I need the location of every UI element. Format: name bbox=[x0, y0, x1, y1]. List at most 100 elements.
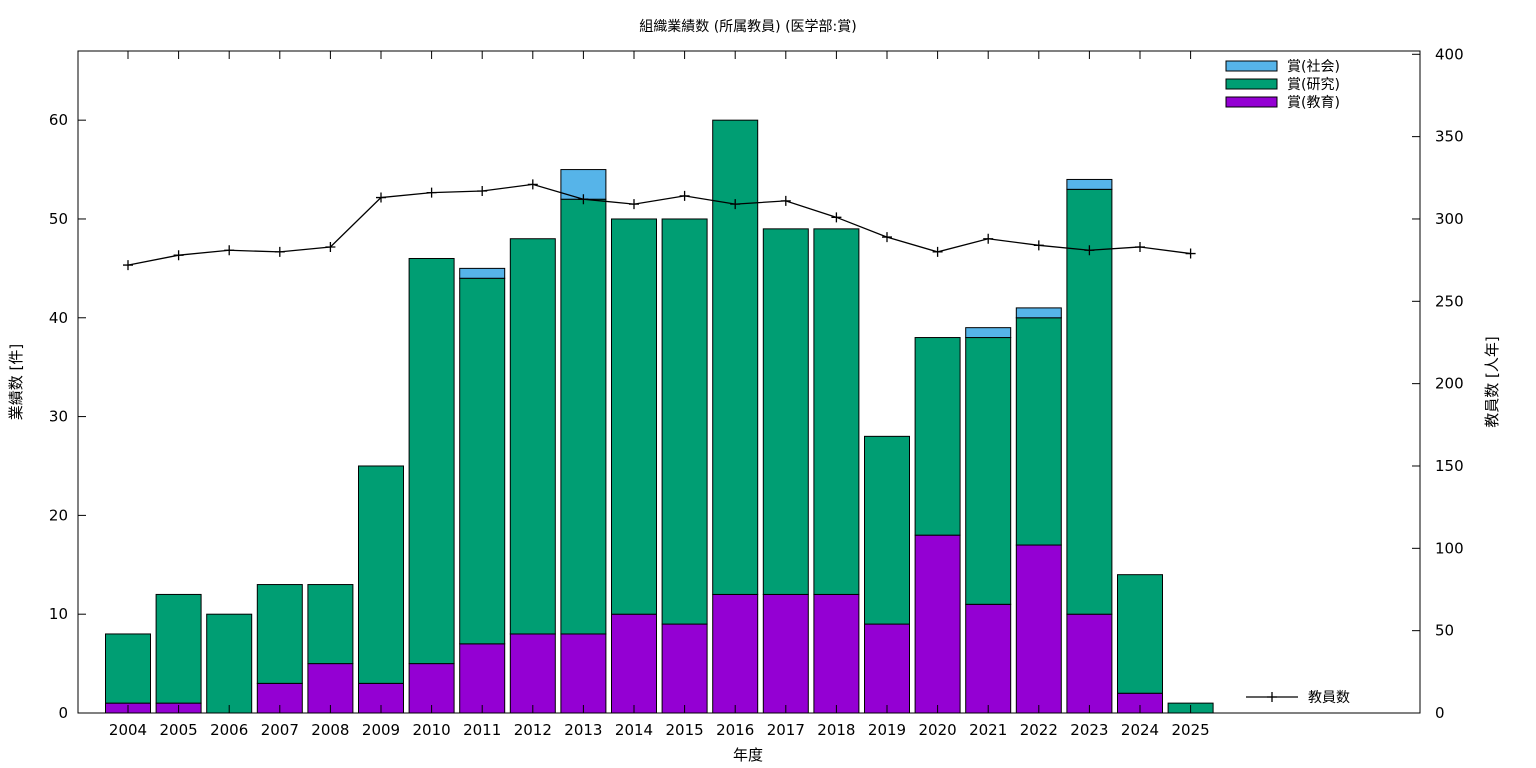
line-series bbox=[127, 183, 1191, 266]
bar-segment bbox=[965, 603, 1012, 714]
line-point-marker bbox=[527, 179, 538, 190]
x-tick-label: 2013 bbox=[564, 721, 602, 739]
bar-segment bbox=[560, 198, 607, 635]
line-point-marker bbox=[831, 212, 842, 223]
line-point-marker bbox=[1185, 248, 1196, 259]
x-tick-label: 2004 bbox=[109, 721, 147, 739]
y-tick-label: 40 bbox=[49, 309, 68, 327]
y2-tick-label: 150 bbox=[1435, 457, 1464, 475]
legend-label: 賞(研究) bbox=[1287, 77, 1340, 93]
legend-swatch bbox=[1225, 78, 1278, 90]
y2-tick-label: 50 bbox=[1435, 622, 1454, 640]
y-tick-label: 10 bbox=[49, 605, 68, 623]
bar-segment bbox=[1066, 613, 1113, 714]
bar-segment bbox=[712, 593, 759, 714]
line-point-marker bbox=[629, 199, 639, 210]
bars-group bbox=[105, 119, 1214, 714]
legend: 賞(社会) 賞(研究) 賞(教育) 教員数 bbox=[1225, 59, 1350, 706]
x-tick-label: 2020 bbox=[919, 721, 957, 739]
line-point-marker bbox=[1084, 245, 1095, 256]
line-group bbox=[123, 179, 1196, 271]
bar-segment bbox=[914, 337, 961, 536]
axis-ticks: 0 10 20 30 40 50 60 0 50 100 150 200 250 300 350 400 200… bbox=[49, 45, 1464, 739]
bar-segment bbox=[358, 465, 404, 684]
legend-label: 賞(社会) bbox=[1287, 59, 1340, 75]
bar-segment bbox=[1015, 544, 1062, 714]
bar-segment bbox=[155, 593, 202, 704]
y2-tick-label: 350 bbox=[1435, 128, 1464, 146]
bar-segment bbox=[408, 257, 455, 665]
x-tick-label: 2015 bbox=[666, 721, 704, 739]
x-axis-label: 年度 bbox=[733, 746, 763, 764]
bar-segment bbox=[307, 584, 354, 665]
line-point-marker bbox=[325, 241, 336, 252]
x-tick-label: 2009 bbox=[362, 721, 400, 739]
bar-segment bbox=[661, 623, 708, 714]
line-point-marker bbox=[274, 246, 285, 257]
x-tick-label: 2007 bbox=[261, 721, 299, 739]
chart-title: 組織業績数 (所属教員) (医学部:賞) bbox=[639, 19, 856, 35]
x-tick-label: 2022 bbox=[1020, 721, 1058, 739]
y2-tick-label: 250 bbox=[1435, 292, 1464, 310]
y2-tick-label: 0 bbox=[1435, 704, 1445, 722]
bar-segment bbox=[611, 613, 657, 714]
x-tick-label: 2014 bbox=[615, 721, 653, 739]
line-point-marker bbox=[882, 232, 892, 243]
line-point-marker bbox=[1033, 240, 1044, 251]
x-tick-label: 2023 bbox=[1070, 721, 1108, 739]
x-tick-label: 2016 bbox=[716, 721, 754, 739]
x-tick-label: 2010 bbox=[413, 721, 451, 739]
line-point-marker bbox=[224, 245, 235, 256]
bar-segment bbox=[864, 435, 910, 625]
y-tick-label: 20 bbox=[49, 506, 68, 524]
bar-segment bbox=[459, 267, 506, 279]
bar-segment bbox=[459, 643, 506, 714]
line-point-marker bbox=[123, 260, 133, 271]
bar-segment bbox=[256, 584, 303, 684]
bar-segment bbox=[864, 623, 910, 714]
y-tick-label: 50 bbox=[49, 210, 68, 228]
bar-segment bbox=[560, 633, 607, 714]
bar-segment bbox=[307, 663, 354, 714]
bar-segment bbox=[611, 218, 657, 615]
bar-segment bbox=[1066, 178, 1113, 190]
line-point-marker bbox=[578, 194, 589, 205]
bar-segment bbox=[1015, 317, 1062, 546]
line-point-marker bbox=[932, 246, 943, 257]
line-point-marker bbox=[426, 187, 437, 198]
line-point-marker bbox=[477, 185, 488, 196]
bar-segment bbox=[965, 327, 1012, 339]
bar-segment bbox=[1117, 574, 1163, 694]
y2-axis-label: 教員数 [人年] bbox=[1483, 336, 1501, 427]
y2-tick-label: 200 bbox=[1435, 375, 1464, 393]
line-point-marker bbox=[983, 233, 994, 244]
x-tick-label: 2008 bbox=[311, 721, 349, 739]
line-point-marker bbox=[679, 190, 690, 201]
line-point-marker bbox=[173, 250, 184, 261]
line-point-marker bbox=[1135, 241, 1145, 252]
legend-swatch bbox=[1225, 96, 1278, 108]
y2-tick-label: 400 bbox=[1435, 45, 1464, 63]
x-tick-label: 2021 bbox=[969, 721, 1007, 739]
x-tick-label: 2006 bbox=[210, 721, 248, 739]
legend-line-marker bbox=[1267, 692, 1277, 702]
legend-swatch bbox=[1225, 60, 1278, 72]
bar-segment bbox=[459, 277, 506, 645]
bar-segment bbox=[762, 228, 809, 595]
x-tick-label: 2019 bbox=[868, 721, 906, 739]
bar-segment bbox=[206, 613, 253, 714]
x-tick-label: 2012 bbox=[514, 721, 552, 739]
bar-segment bbox=[1015, 307, 1062, 319]
bar-segment bbox=[762, 593, 809, 714]
y-tick-label: 30 bbox=[49, 408, 68, 426]
bar-segment bbox=[509, 633, 556, 714]
bar-segment bbox=[105, 633, 151, 704]
y2-tick-label: 100 bbox=[1435, 539, 1464, 557]
line-point-marker bbox=[376, 192, 386, 203]
bar-segment bbox=[965, 337, 1012, 605]
y-axis-label: 業績数 [件] bbox=[7, 344, 25, 420]
x-tick-label: 2024 bbox=[1121, 721, 1159, 739]
bar-segment bbox=[914, 534, 961, 714]
bar-segment bbox=[813, 593, 860, 714]
